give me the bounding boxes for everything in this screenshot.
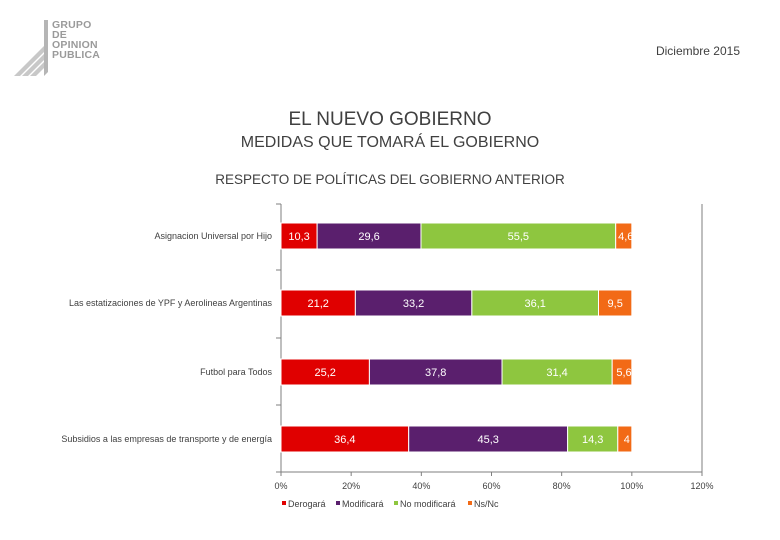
legend-swatch <box>336 501 340 505</box>
legend-label: No modificará <box>400 499 456 509</box>
data-label: 14,3 <box>582 434 603 446</box>
bar-segment <box>280 289 356 317</box>
legend-label: Ns/Nc <box>474 499 499 509</box>
bar-segment <box>598 289 633 317</box>
legend-swatch <box>468 501 472 505</box>
legend-swatch <box>282 501 286 505</box>
x-tick-label: 0% <box>274 481 287 491</box>
data-label: 29,6 <box>358 231 379 243</box>
data-label: 45,3 <box>477 434 498 446</box>
x-tick-label: 120% <box>690 481 713 491</box>
data-label: 55,5 <box>508 231 529 243</box>
data-label: 36,1 <box>524 298 545 310</box>
logo <box>14 14 104 80</box>
data-label: 5,6 <box>616 367 631 379</box>
chart-section-title: RESPECTO DE POLÍTICAS DEL GOBIERNO ANTER… <box>215 172 565 187</box>
x-tick-label: 100% <box>620 481 643 491</box>
logo-line: DE <box>52 29 67 41</box>
logo-wordmark: GRUPO DE OPINION PUBLICA <box>52 19 101 61</box>
category-label: Subsidios a las empresas de transporte y… <box>61 434 272 444</box>
bar-segment <box>567 425 619 453</box>
data-label: 37,8 <box>425 367 446 379</box>
bar-segment <box>611 358 633 386</box>
logo-mark-icon <box>14 20 48 76</box>
bar-segment <box>617 425 633 453</box>
bar-segment <box>501 358 613 386</box>
bar-segment <box>280 222 318 250</box>
data-label: 36,4 <box>334 434 355 446</box>
page-title: EL NUEVO GOBIERNO <box>288 109 492 130</box>
legend-swatch <box>394 501 398 505</box>
page-subtitle: MEDIDAS QUE TOMARÁ EL GOBIERNO <box>240 134 540 151</box>
bar-segment <box>354 289 473 317</box>
bar-segment <box>316 222 422 250</box>
x-tick-label: 80% <box>553 481 571 491</box>
bar-segment <box>408 425 569 453</box>
legend-label: Derogará <box>288 499 326 509</box>
bar-segment <box>280 358 370 386</box>
data-label: 25,2 <box>314 367 335 379</box>
data-label: 4,6 <box>618 231 633 243</box>
data-label: 10,3 <box>288 231 309 243</box>
x-tick-label: 20% <box>342 481 360 491</box>
x-tick-label: 40% <box>412 481 430 491</box>
data-label: 21,2 <box>307 298 328 310</box>
logo-line: GRUPO <box>52 19 92 31</box>
data-label: 33,2 <box>403 298 424 310</box>
report-date: Diciembre 2015 <box>655 44 740 58</box>
bar-segment <box>280 425 410 453</box>
data-label: 4 <box>624 434 630 446</box>
x-tick-label: 60% <box>482 481 500 491</box>
bar-segment <box>471 289 600 317</box>
data-label: 31,4 <box>546 367 567 379</box>
logo-line: PUBLICA <box>52 49 101 61</box>
bar-segment <box>420 222 617 250</box>
category-label: Asignacion Universal por Hijo <box>154 231 272 241</box>
data-label: 9,5 <box>608 298 623 310</box>
logo-line: OPINION <box>52 39 98 51</box>
category-label: Futbol para Todos <box>200 367 272 377</box>
category-label: Las estatizaciones de YPF y Aerolineas A… <box>69 298 272 308</box>
legend-label: Modificará <box>342 499 384 509</box>
bar-segment <box>615 222 633 250</box>
